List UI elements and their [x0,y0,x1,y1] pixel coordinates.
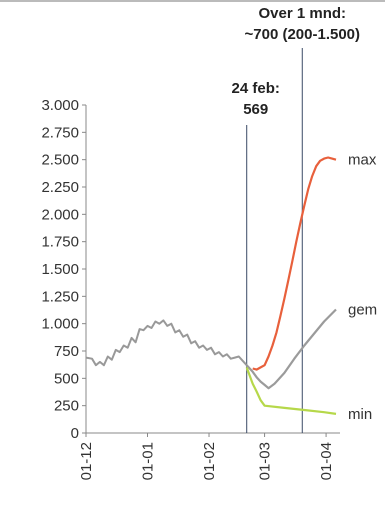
y-tick-label: 2.250 [41,179,79,196]
series-line-min [245,367,337,415]
y-axis-ticks: 3.000 2.750 2.500 2.250 2.000 1.750 1.500 1.250… [41,97,86,442]
y-tick-label: 1.000 [41,316,79,333]
y-tick-label: 2.000 [41,206,79,223]
x-tick-label: 01-01 [140,442,157,480]
series-line-gem [245,308,337,390]
x-tick-label: 01-03 [257,442,274,480]
series-label-gem: gem [348,301,377,318]
y-tick-label: 0 [71,425,79,442]
history-line [85,319,248,367]
series-label-min: min [348,406,372,423]
y-tick-label: 250 [54,398,79,415]
x-tick-label: 01-02 [201,442,218,480]
y-tick-label: 2.500 [41,152,79,169]
series-label-max: max [348,152,377,169]
annotation-text: 24 feb: [232,80,280,97]
y-tick-label: 3.000 [41,97,79,114]
x-axis-ticks: 01-12 01-01 01-02 01-03 01-04 [78,433,335,480]
reference-lines [246,48,303,433]
series-labels: max gem min [348,152,377,423]
series-lines [85,156,337,415]
annotation-text: ~700 (200-1.500) [245,26,361,43]
series-line-max [252,156,337,371]
y-tick-label: 500 [54,370,79,387]
top-rule [0,0,385,2]
y-tick-label: 2.750 [41,124,79,141]
y-tick-label: 1.250 [41,288,79,305]
x-tick-label: 01-12 [78,442,95,480]
x-tick-label: 01-04 [318,442,335,480]
y-tick-label: 750 [54,343,79,360]
y-tick-label: 1.750 [41,234,79,251]
annotation-text: Over 1 mnd: [259,5,347,22]
annotations: 24 feb: 569 Over 1 mnd: ~700 (200-1.500) [232,5,360,118]
annotation-text: 569 [243,101,268,118]
y-tick-label: 1.500 [41,261,79,278]
